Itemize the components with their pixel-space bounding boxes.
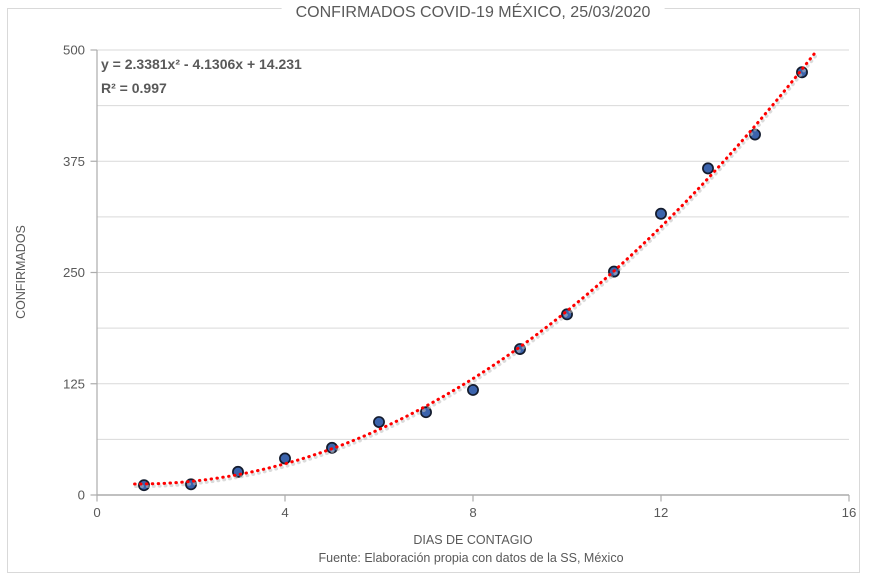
source-footer: Fuente: Elaboración propia con datos de … <box>318 551 624 565</box>
y-tick-label: 0 <box>78 488 85 503</box>
trendline-equation-block: y = 2.3381x² - 4.1306x + 14.231 R² = 0.9… <box>101 52 302 100</box>
trendline-r-squared: R² = 0.997 <box>101 80 167 96</box>
data-point <box>655 207 667 220</box>
y-tick-labels: 0 125 250 375 500 <box>63 43 85 503</box>
x-axis-title: DIAS DE CONTAGIO <box>413 533 533 547</box>
trendline-equation: y = 2.3381x² - 4.1306x + 14.231 <box>101 56 302 72</box>
data-point <box>373 416 385 428</box>
y-tick-label: 250 <box>63 265 85 280</box>
x-tick-label: 16 <box>842 505 857 520</box>
data-points <box>138 66 808 492</box>
data-point <box>467 384 479 396</box>
x-tick-labels: 0 4 8 12 16 <box>93 505 856 520</box>
y-axis-title: CONFIRMADOS <box>14 225 28 319</box>
y-tick-label: 375 <box>63 154 85 169</box>
trendline <box>133 51 817 486</box>
chart-title: CONFIRMADOS COVID-19 MÉXICO, 25/03/2020 <box>281 1 665 24</box>
data-point <box>279 452 291 465</box>
trendline-group <box>133 51 819 489</box>
data-point <box>702 162 714 175</box>
y-tick-label: 500 <box>63 43 85 58</box>
y-tick-label: 125 <box>63 376 85 391</box>
x-tick-label: 0 <box>93 505 100 520</box>
x-tick-label: 12 <box>654 505 669 520</box>
gridlines <box>97 49 849 440</box>
tick-marks <box>90 49 850 502</box>
x-tick-label: 4 <box>281 505 288 520</box>
x-tick-label: 8 <box>469 505 476 520</box>
trendline-shadow <box>134 53 819 489</box>
